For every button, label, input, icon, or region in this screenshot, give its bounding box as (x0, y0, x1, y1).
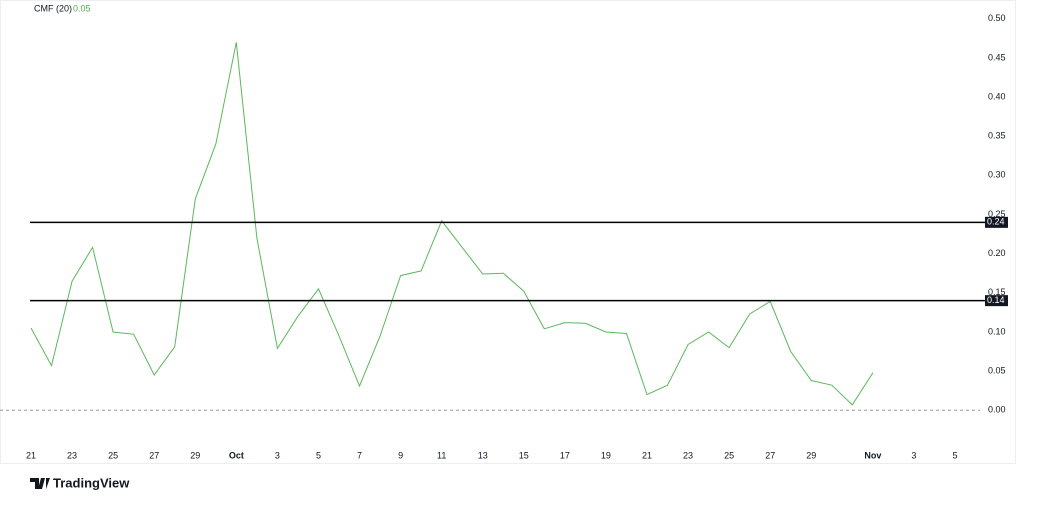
x-tick-label: 5 (316, 450, 321, 460)
x-tick-label: 5 (952, 450, 957, 460)
y-tick-label: 0.35 (988, 131, 1006, 141)
y-tick-label: 0.45 (988, 52, 1006, 62)
x-tick-label: 7 (357, 450, 362, 460)
y-tick-label: 0.20 (988, 248, 1006, 258)
y-tick-label: 0.00 (988, 405, 1006, 415)
x-tick-label: 27 (765, 450, 775, 460)
x-tick-label: 29 (190, 450, 200, 460)
x-tick-label: 19 (601, 450, 611, 460)
x-tick-label: 27 (149, 450, 159, 460)
y-tick-label: 0.50 (988, 13, 1006, 23)
x-tick-label: 11 (437, 450, 446, 460)
indicator-title: CMF (20) (34, 3, 72, 13)
price-label: 0.24 (987, 217, 1005, 227)
y-tick-label: 0.25 (988, 209, 1006, 219)
x-tick-label: 23 (67, 450, 77, 460)
x-tick-label: 21 (26, 450, 36, 460)
series-line (30, 42, 874, 406)
price-label-box (985, 216, 1008, 228)
x-tick-label: 9 (398, 450, 403, 460)
price-label: 0.14 (987, 295, 1005, 305)
y-tick-label: 0.40 (988, 91, 1006, 101)
price-label-box (985, 295, 1008, 307)
x-tick-label: 29 (806, 450, 816, 460)
x-tick-label: 3 (911, 450, 916, 460)
logo-icon (30, 478, 50, 489)
x-tick-label: 25 (108, 450, 118, 460)
y-tick-label: 0.15 (988, 287, 1006, 297)
y-tick-label: 0.30 (988, 170, 1006, 180)
x-tick-label: 25 (724, 450, 734, 460)
logo: TradingView (30, 475, 130, 490)
x-tick-label: 17 (560, 450, 570, 460)
x-tick-label: Nov (864, 450, 881, 460)
indicator-value: 0.05 (73, 3, 91, 13)
x-tick-label: 13 (478, 450, 488, 460)
x-tick-label: Oct (229, 450, 244, 460)
x-tick-label: 3 (275, 450, 280, 460)
x-tick-label: 23 (683, 450, 693, 460)
y-tick-label: 0.10 (988, 326, 1006, 336)
pane-border (0, 0, 1016, 464)
watermark: TradingView (53, 475, 130, 490)
x-tick-label: 15 (519, 450, 529, 460)
x-tick-label: 21 (642, 450, 652, 460)
y-tick-label: 0.05 (988, 365, 1006, 375)
